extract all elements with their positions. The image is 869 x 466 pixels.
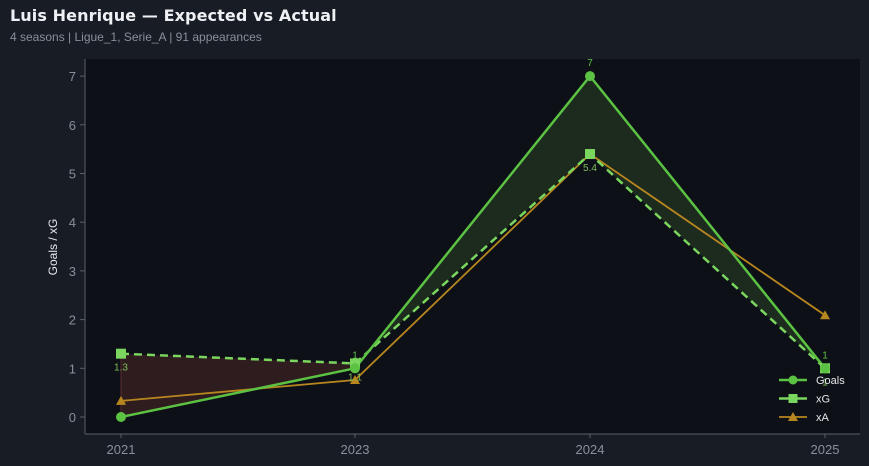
x-tick-label: 2024 bbox=[576, 442, 605, 457]
legend-label: xA bbox=[816, 412, 830, 424]
legend-item-goals: Goals bbox=[779, 375, 845, 387]
legend-triangle-icon bbox=[788, 412, 798, 421]
series-markers bbox=[116, 71, 830, 422]
goals-circle-marker bbox=[820, 363, 830, 374]
x-tick-label: 2021 bbox=[107, 442, 136, 457]
y-tick-label: 4 bbox=[69, 215, 76, 230]
legend-circle-icon bbox=[788, 375, 798, 385]
goals-circle-marker bbox=[116, 412, 126, 422]
y-axis-label: Goals / xG bbox=[46, 219, 60, 276]
xg-square-marker bbox=[116, 348, 126, 359]
xa-line bbox=[120, 152, 826, 402]
y-tick-label: 5 bbox=[69, 167, 76, 182]
axes: 0 1 2 3 4 5 6 7 2021 2023 2024 2025 bbox=[69, 59, 860, 457]
goals-circle-marker bbox=[350, 363, 360, 374]
chart-subtitle: 4 seasons | Ligue_1, Serie_A | 91 appear… bbox=[10, 30, 262, 44]
legend-label: Goals bbox=[816, 375, 845, 387]
data-label: 1 bbox=[822, 350, 828, 361]
data-label: 7 bbox=[587, 58, 593, 69]
y-tick-label: 1 bbox=[69, 361, 76, 376]
legend-item-xa: xA bbox=[779, 412, 830, 424]
data-label: 1.3 bbox=[114, 363, 128, 374]
data-label: 1.1 bbox=[348, 372, 362, 383]
goals-circle-marker bbox=[585, 71, 595, 82]
series-lines bbox=[120, 74, 826, 419]
data-label: 1 bbox=[822, 377, 828, 388]
chart-title: Luis Henrique — Expected vs Actual bbox=[10, 6, 337, 25]
y-tick-label: 6 bbox=[69, 118, 76, 133]
xa-triangle-marker bbox=[116, 395, 126, 405]
legend-item-xg: xG bbox=[779, 394, 830, 406]
y-tick-label: 7 bbox=[69, 69, 76, 84]
y-tick-label: 2 bbox=[69, 313, 76, 328]
x-tick-label: 2025 bbox=[811, 442, 840, 457]
legend-square-icon bbox=[788, 394, 798, 403]
legend-label: xG bbox=[816, 394, 830, 406]
xa-triangle-marker bbox=[820, 310, 830, 320]
x-tick-label: 2023 bbox=[341, 442, 370, 457]
xg-line bbox=[120, 152, 826, 370]
data-labels: 1.3 1 1.1 7 5.4 1 1 bbox=[114, 58, 828, 388]
fill-segment bbox=[121, 353, 355, 417]
data-label: 5.4 bbox=[583, 163, 597, 174]
y-tick-label: 3 bbox=[69, 264, 76, 279]
xa-triangle-marker bbox=[350, 374, 360, 384]
goals-line bbox=[120, 74, 826, 419]
y-tick-label: 0 bbox=[69, 410, 76, 425]
legend: Goals xG xA bbox=[779, 375, 845, 424]
data-label: 1 bbox=[352, 350, 358, 361]
xg-square-marker bbox=[585, 149, 595, 160]
